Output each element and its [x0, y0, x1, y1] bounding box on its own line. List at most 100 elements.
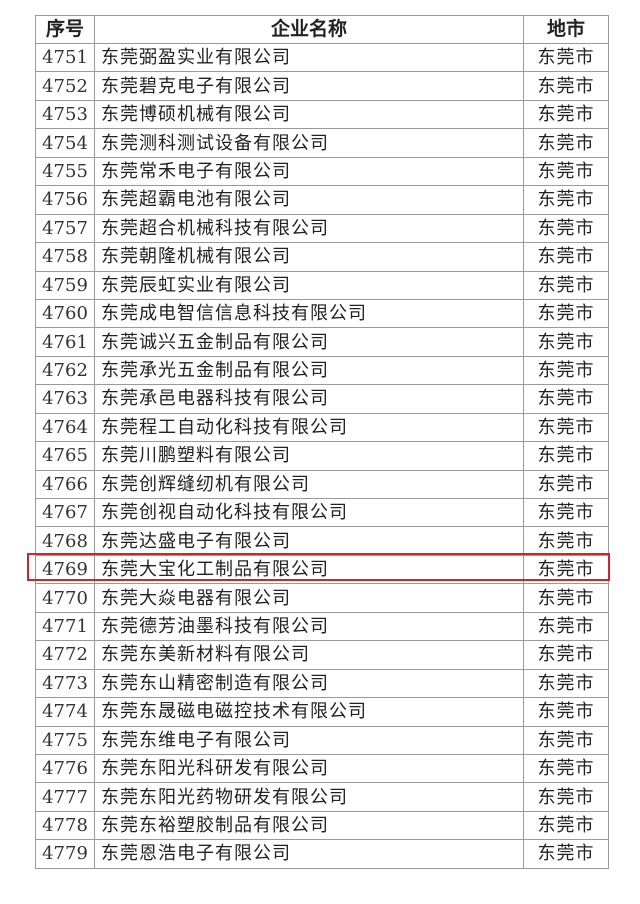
- company-name-cell: 东莞常禾电子有限公司: [94, 156, 524, 187]
- serial-number-cell: 4778: [35, 810, 95, 841]
- city-cell: 东莞市: [523, 554, 609, 585]
- table-row: 4761 东莞诚兴五金制品有限公司 东莞市: [35, 327, 609, 357]
- serial-number-cell: 4755: [35, 156, 95, 187]
- city-cell: 东莞市: [523, 725, 609, 755]
- serial-number-cell: 4762: [35, 355, 95, 386]
- company-name-cell: 东莞碧克电子有限公司: [94, 71, 524, 101]
- table-row: 4766 东莞创辉缝纫机有限公司 东莞市: [35, 469, 609, 500]
- header-serial-number: 序号: [35, 15, 95, 44]
- company-name-cell: 东莞东裕塑胶制品有限公司: [94, 810, 524, 841]
- table-row: 4753 东莞博硕机械有限公司 东莞市: [35, 99, 609, 130]
- city-cell: 东莞市: [523, 441, 609, 471]
- city-cell: 东莞市: [523, 412, 609, 443]
- serial-number-cell: 4764: [35, 412, 95, 443]
- city-cell: 东莞市: [523, 583, 609, 613]
- table-row: 4760 东莞成电智信信息科技有限公司 东莞市: [35, 298, 609, 329]
- city-cell: 东莞市: [523, 213, 609, 244]
- city-cell: 东莞市: [523, 99, 609, 130]
- company-name-cell: 东莞测科测试设备有限公司: [94, 128, 524, 158]
- serial-number-cell: 4761: [35, 327, 95, 357]
- serial-number-cell: 4758: [35, 242, 95, 272]
- company-name-cell: 东莞恩浩电子有限公司: [94, 839, 524, 869]
- city-cell: 东莞市: [523, 355, 609, 386]
- serial-number-cell: 4768: [35, 526, 95, 556]
- serial-number-cell: 4763: [35, 384, 95, 414]
- company-name-cell: 东莞创辉缝纫机有限公司: [94, 469, 524, 500]
- serial-number-cell: 4766: [35, 469, 95, 500]
- table-row: 4756 东莞超霸电池有限公司 东莞市: [35, 185, 609, 215]
- table-row: 4768 东莞达盛电子有限公司 东莞市: [35, 526, 609, 556]
- company-name-cell: 东莞超霸电池有限公司: [94, 185, 524, 215]
- serial-number-cell: 4776: [35, 753, 95, 784]
- table-row: 4774 东莞东晟磁电磁控技术有限公司 东莞市: [35, 697, 609, 727]
- city-cell: 东莞市: [523, 242, 609, 272]
- table-row: 4772 东莞东美新材料有限公司 东莞市: [35, 640, 609, 670]
- city-cell: 东莞市: [523, 327, 609, 357]
- table-row: 4751 东莞弼盈实业有限公司 东莞市: [35, 42, 609, 73]
- company-name-cell: 东莞东山精密制造有限公司: [94, 668, 524, 699]
- city-cell: 东莞市: [523, 71, 609, 101]
- company-name-cell: 东莞博硕机械有限公司: [94, 99, 524, 130]
- serial-number-cell: 4759: [35, 270, 95, 300]
- company-name-cell: 东莞东晟磁电磁控技术有限公司: [94, 697, 524, 727]
- city-cell: 东莞市: [523, 839, 609, 869]
- company-name-cell: 东莞德芳油墨科技有限公司: [94, 611, 524, 642]
- company-name-cell: 东莞大焱电器有限公司: [94, 583, 524, 613]
- header-city: 地市: [523, 15, 609, 44]
- table-row: 4779 东莞恩浩电子有限公司 东莞市: [35, 839, 609, 869]
- company-table: 序号 企业名称 地市 4751 东莞弼盈实业有限公司 东莞市 4752 东莞碧克电子有限…: [35, 15, 609, 869]
- company-name-cell: 东莞辰虹实业有限公司: [94, 270, 524, 300]
- table-row: 4765 东莞川鹏塑料有限公司 东莞市: [35, 441, 609, 471]
- serial-number-cell: 4765: [35, 441, 95, 471]
- table-row: 4778 东莞东裕塑胶制品有限公司 东莞市: [35, 810, 609, 841]
- serial-number-cell: 4772: [35, 640, 95, 670]
- table-row: 4757 东莞超合机械科技有限公司 东莞市: [35, 213, 609, 244]
- serial-number-cell: 4767: [35, 497, 95, 528]
- company-name-cell: 东莞承邑电器科技有限公司: [94, 384, 524, 414]
- city-cell: 东莞市: [523, 497, 609, 528]
- table-row: 4762 东莞承光五金制品有限公司 东莞市: [35, 355, 609, 386]
- serial-number-cell: 4756: [35, 185, 95, 215]
- company-name-cell: 东莞超合机械科技有限公司: [94, 213, 524, 244]
- serial-number-cell: 4777: [35, 782, 95, 812]
- company-name-cell: 东莞朝隆机械有限公司: [94, 242, 524, 272]
- serial-number-cell: 4771: [35, 611, 95, 642]
- company-name-cell: 东莞承光五金制品有限公司: [94, 355, 524, 386]
- company-name-cell: 东莞东维电子有限公司: [94, 725, 524, 755]
- company-name-cell: 东莞东美新材料有限公司: [94, 640, 524, 670]
- city-cell: 东莞市: [523, 42, 609, 73]
- city-cell: 东莞市: [523, 469, 609, 500]
- company-name-cell: 东莞达盛电子有限公司: [94, 526, 524, 556]
- table-row: 4776 东莞东阳光科研发有限公司 东莞市: [35, 753, 609, 784]
- company-name-cell: 东莞程工自动化科技有限公司: [94, 412, 524, 443]
- serial-number-cell: 4774: [35, 697, 95, 727]
- city-cell: 东莞市: [523, 782, 609, 812]
- table-row: 4764 东莞程工自动化科技有限公司 东莞市: [35, 412, 609, 443]
- city-cell: 东莞市: [523, 810, 609, 841]
- company-name-cell: 东莞东阳光药物研发有限公司: [94, 782, 524, 812]
- table-row: 4777 东莞东阳光药物研发有限公司 东莞市: [35, 782, 609, 812]
- serial-number-cell: 4773: [35, 668, 95, 699]
- company-name-cell: 东莞川鹏塑料有限公司: [94, 441, 524, 471]
- company-name-cell: 东莞诚兴五金制品有限公司: [94, 327, 524, 357]
- city-cell: 东莞市: [523, 270, 609, 300]
- table-row: 4752 东莞碧克电子有限公司 东莞市: [35, 71, 609, 101]
- table-row: 4775 东莞东维电子有限公司 东莞市: [35, 725, 609, 755]
- table-row: 4767 东莞创视自动化科技有限公司 东莞市: [35, 497, 609, 528]
- company-name-cell: 东莞成电智信信息科技有限公司: [94, 298, 524, 329]
- table-row: 4755 东莞常禾电子有限公司 东莞市: [35, 156, 609, 187]
- table-row: 4754 东莞测科测试设备有限公司 东莞市: [35, 128, 609, 158]
- serial-number-cell: 4779: [35, 839, 95, 869]
- serial-number-cell: 4753: [35, 99, 95, 130]
- city-cell: 东莞市: [523, 668, 609, 699]
- city-cell: 东莞市: [523, 611, 609, 642]
- serial-number-cell: 4757: [35, 213, 95, 244]
- serial-number-cell: 4760: [35, 298, 95, 329]
- company-name-cell: 东莞弼盈实业有限公司: [94, 42, 524, 73]
- serial-number-cell: 4751: [35, 42, 95, 73]
- city-cell: 东莞市: [523, 128, 609, 158]
- company-name-cell: 东莞东阳光科研发有限公司: [94, 753, 524, 784]
- table-row: 4773 东莞东山精密制造有限公司 东莞市: [35, 668, 609, 699]
- table-row-highlighted: 4769 东莞大宝化工制品有限公司 东莞市: [35, 554, 609, 585]
- serial-number-cell: 4769: [35, 554, 95, 585]
